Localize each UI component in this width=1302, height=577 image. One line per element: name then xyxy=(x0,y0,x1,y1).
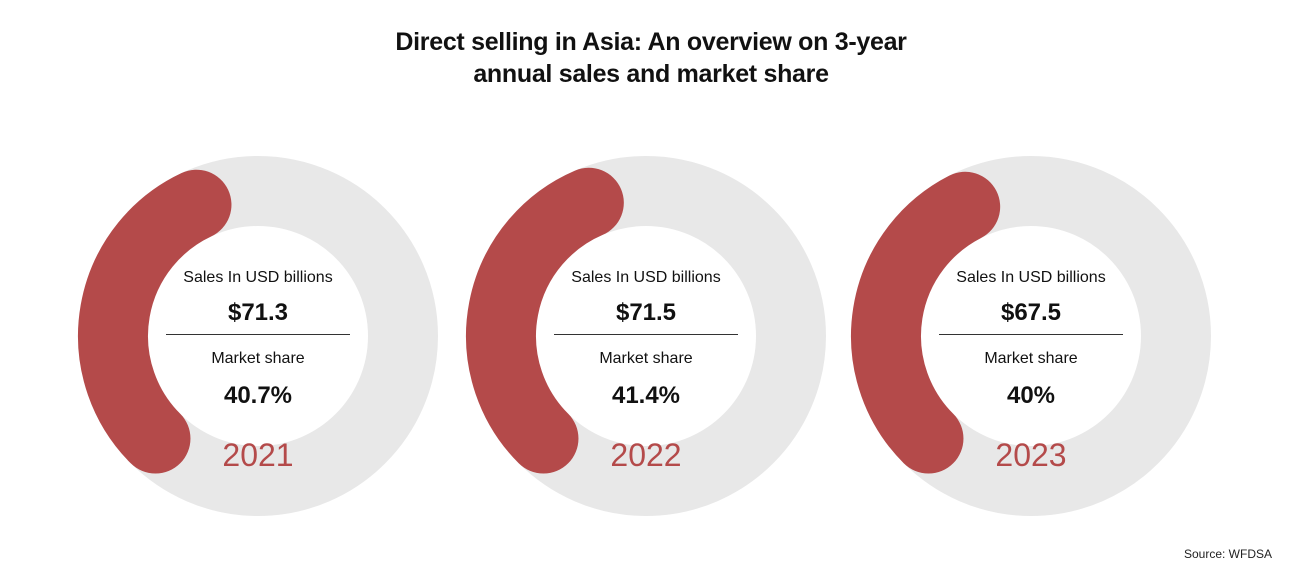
gauge-divider-2022 xyxy=(554,334,738,335)
gauge-value-arc-2022 xyxy=(466,167,624,474)
sales-label-2023: Sales In USD billions xyxy=(956,269,1106,286)
year-label-2023: 2023 xyxy=(995,437,1067,473)
year-label-2022: 2022 xyxy=(610,437,682,473)
share-value-2021: 40.7% xyxy=(223,382,293,409)
share-label-2021: Market share xyxy=(211,350,305,367)
share-label-2022: Market share xyxy=(599,350,693,367)
sales-value-2022: $71.5 xyxy=(615,299,677,326)
gauge-2022 xyxy=(466,156,826,516)
sales-value-2021: $71.3 xyxy=(227,299,289,326)
gauge-track-2022 xyxy=(508,156,826,516)
share-value-2023: 40% xyxy=(1006,382,1056,409)
gauge-2021 xyxy=(78,156,438,516)
year-label-2021: 2021 xyxy=(222,437,294,473)
sales-label-2021: Sales In USD billions xyxy=(183,269,333,286)
gauge-divider-2023 xyxy=(939,334,1123,335)
chart-title-line-1: Direct selling in Asia: An overview on 3… xyxy=(395,28,907,56)
share-value-2022: 41.4% xyxy=(611,382,681,409)
gauge-divider-2021 xyxy=(166,334,350,335)
chart-title-line-2: annual sales and market share xyxy=(473,60,829,88)
gauge-value-arc-2021 xyxy=(78,169,232,474)
sales-label-2022: Sales In USD billions xyxy=(571,269,721,286)
sales-value-2023: $67.5 xyxy=(1000,299,1062,326)
share-label-2023: Market share xyxy=(984,350,1078,367)
gauge-2023 xyxy=(851,156,1211,516)
gauge-value-arc-2023 xyxy=(851,171,1001,474)
source-note: Source: WFDSA xyxy=(1183,547,1272,561)
chart-title: Direct selling in Asia: An overview on 3… xyxy=(0,26,1302,90)
gauge-track-2021 xyxy=(120,156,438,516)
gauge-track-2023 xyxy=(893,156,1211,516)
